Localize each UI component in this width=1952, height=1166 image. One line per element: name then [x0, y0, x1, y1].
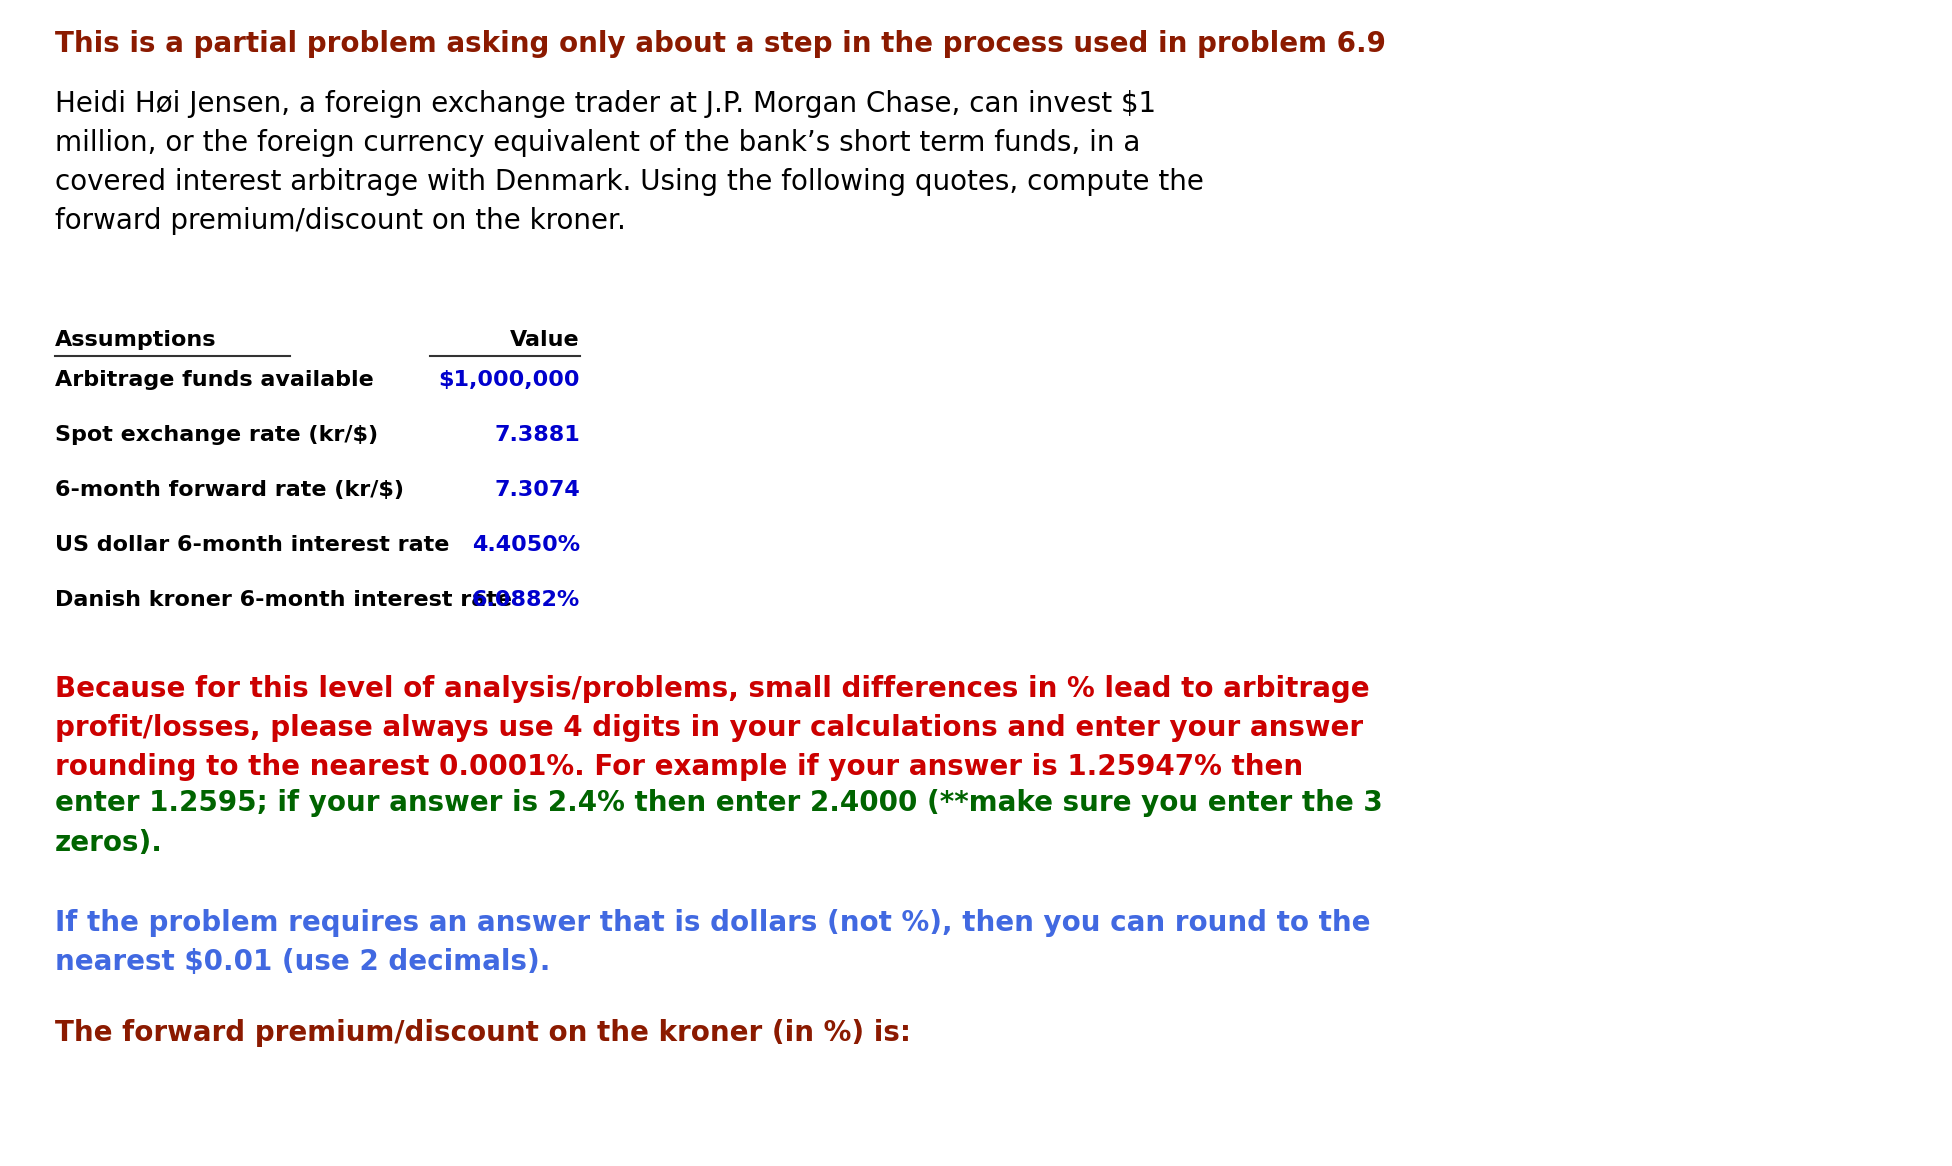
Text: zeros).: zeros).	[55, 829, 162, 857]
Text: If the problem requires an answer that is dollars (not %), then you can round to: If the problem requires an answer that i…	[55, 909, 1370, 976]
Text: 7.3074: 7.3074	[494, 480, 580, 500]
Text: Heidi Høi Jensen, a foreign exchange trader at J.P. Morgan Chase, can invest $1
: Heidi Høi Jensen, a foreign exchange tra…	[55, 90, 1204, 236]
Text: 6.0882%: 6.0882%	[472, 590, 580, 610]
Text: 4.4050%: 4.4050%	[472, 535, 580, 555]
Text: $1,000,000: $1,000,000	[439, 370, 580, 389]
Text: US dollar 6-month interest rate: US dollar 6-month interest rate	[55, 535, 449, 555]
Text: The forward premium/discount on the kroner (in %) is:: The forward premium/discount on the kron…	[55, 1019, 912, 1047]
Text: Because for this level of analysis/problems, small differences in % lead to arbi: Because for this level of analysis/probl…	[55, 675, 1370, 781]
Text: Danish kroner 6-month interest rate: Danish kroner 6-month interest rate	[55, 590, 511, 610]
Text: Arbitrage funds available: Arbitrage funds available	[55, 370, 373, 389]
Text: enter 1.2595; if your answer is 2.4% then enter 2.4000 (**make sure you enter th: enter 1.2595; if your answer is 2.4% the…	[55, 789, 1382, 817]
Text: Value: Value	[509, 330, 580, 350]
Text: Assumptions: Assumptions	[55, 330, 217, 350]
Text: 7.3881: 7.3881	[494, 424, 580, 445]
Text: Spot exchange rate (kr/$): Spot exchange rate (kr/$)	[55, 424, 379, 445]
Text: 6-month forward rate (kr/$): 6-month forward rate (kr/$)	[55, 480, 404, 500]
Text: This is a partial problem asking only about a step in the process used in proble: This is a partial problem asking only ab…	[55, 30, 1386, 58]
